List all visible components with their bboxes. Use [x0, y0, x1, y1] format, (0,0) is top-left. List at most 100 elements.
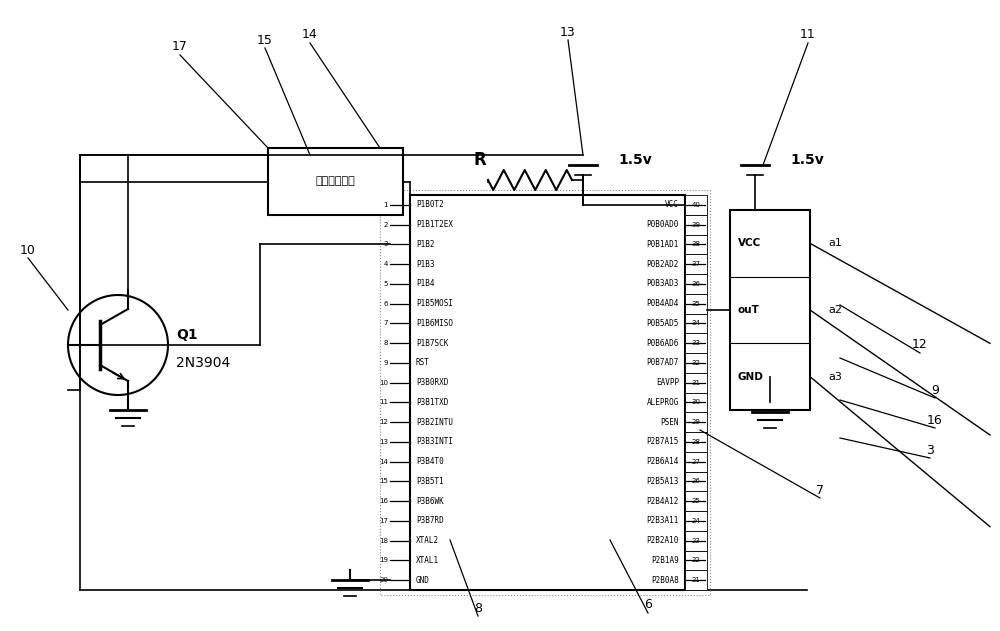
- Bar: [685, 531, 707, 550]
- Text: ouT: ouT: [738, 305, 760, 315]
- Bar: [685, 412, 707, 432]
- Bar: [268, 148, 403, 215]
- Text: 15: 15: [379, 478, 388, 485]
- Text: 1.5v: 1.5v: [790, 153, 824, 167]
- Text: P1B4: P1B4: [416, 280, 434, 288]
- Text: 20: 20: [379, 577, 388, 583]
- Text: P1B6MISO: P1B6MISO: [416, 319, 453, 328]
- Bar: [685, 492, 707, 511]
- Bar: [685, 215, 707, 235]
- Text: P1B2: P1B2: [416, 240, 434, 249]
- Text: Q1: Q1: [176, 328, 198, 342]
- Text: 11: 11: [379, 399, 388, 405]
- Text: PSEN: PSEN: [660, 418, 679, 427]
- Text: P2B7A15: P2B7A15: [647, 437, 679, 446]
- Text: P0B7AD7: P0B7AD7: [647, 358, 679, 367]
- Text: 12: 12: [912, 338, 928, 351]
- Bar: [410, 195, 685, 590]
- Text: 鼠标原有电路: 鼠标原有电路: [316, 177, 355, 187]
- Text: 10: 10: [379, 380, 388, 386]
- Text: 24: 24: [692, 518, 700, 524]
- Text: R: R: [474, 151, 486, 169]
- Text: P3B6WK: P3B6WK: [416, 497, 444, 505]
- Text: 9: 9: [384, 360, 388, 366]
- Text: 30: 30: [692, 399, 700, 405]
- Bar: [685, 314, 707, 333]
- Text: P1B7SCK: P1B7SCK: [416, 339, 448, 348]
- Text: 17: 17: [379, 518, 388, 524]
- Text: 22: 22: [692, 557, 700, 563]
- Text: P3B2INTU: P3B2INTU: [416, 418, 453, 427]
- Text: 6: 6: [384, 300, 388, 307]
- Text: 3: 3: [926, 444, 934, 456]
- Text: 25: 25: [692, 498, 700, 504]
- Text: P0B5AD5: P0B5AD5: [647, 319, 679, 328]
- Text: a3: a3: [828, 372, 842, 382]
- Text: 8: 8: [384, 340, 388, 346]
- Text: 33: 33: [692, 340, 700, 346]
- Text: 14: 14: [302, 28, 318, 42]
- Bar: [685, 570, 707, 590]
- Text: P0B0AD0: P0B0AD0: [647, 220, 679, 229]
- Text: P2B1A9: P2B1A9: [651, 556, 679, 565]
- Text: a1: a1: [828, 239, 842, 249]
- Bar: [685, 550, 707, 570]
- Bar: [685, 235, 707, 254]
- Text: P2B6A14: P2B6A14: [647, 457, 679, 466]
- Text: 8: 8: [474, 601, 482, 615]
- Bar: [685, 195, 707, 215]
- Text: 23: 23: [692, 538, 700, 544]
- Text: ALEPROG: ALEPROG: [647, 398, 679, 407]
- Text: XTAL2: XTAL2: [416, 536, 439, 545]
- Text: 29: 29: [692, 419, 700, 425]
- Text: 5: 5: [384, 281, 388, 287]
- Bar: [685, 353, 707, 373]
- Text: P3B1TXD: P3B1TXD: [416, 398, 448, 407]
- Text: P1B3: P1B3: [416, 259, 434, 269]
- Text: 40: 40: [692, 202, 700, 208]
- Text: 27: 27: [692, 459, 700, 464]
- Text: P3B0RXD: P3B0RXD: [416, 378, 448, 387]
- Text: P2B5A13: P2B5A13: [647, 477, 679, 486]
- Text: 39: 39: [692, 221, 700, 228]
- Text: 31: 31: [692, 380, 700, 386]
- Text: VCC: VCC: [738, 239, 761, 249]
- Bar: [685, 294, 707, 314]
- Text: P0B3AD3: P0B3AD3: [647, 280, 679, 288]
- Text: 4: 4: [384, 261, 388, 267]
- Text: 35: 35: [692, 300, 700, 307]
- Text: 2: 2: [384, 221, 388, 228]
- Text: 3: 3: [384, 242, 388, 247]
- Bar: [685, 274, 707, 294]
- Bar: [685, 373, 707, 392]
- Text: 19: 19: [379, 557, 388, 563]
- Text: P2B4A12: P2B4A12: [647, 497, 679, 505]
- Text: P2B0A8: P2B0A8: [651, 575, 679, 585]
- Text: 15: 15: [257, 33, 273, 47]
- Text: EAVPP: EAVPP: [656, 378, 679, 387]
- Text: P3B3INTI: P3B3INTI: [416, 437, 453, 446]
- Text: 7: 7: [816, 483, 824, 497]
- Text: P3B5T1: P3B5T1: [416, 477, 444, 486]
- Text: 38: 38: [692, 242, 700, 247]
- Text: P0B2AD2: P0B2AD2: [647, 259, 679, 269]
- Text: 1.5v: 1.5v: [618, 153, 652, 167]
- Text: P0B1AD1: P0B1AD1: [647, 240, 679, 249]
- Bar: [685, 511, 707, 531]
- Text: VCC: VCC: [665, 201, 679, 209]
- Text: P3B4T0: P3B4T0: [416, 457, 444, 466]
- Text: 12: 12: [379, 419, 388, 425]
- Text: P2B3A11: P2B3A11: [647, 516, 679, 526]
- Text: P0B6AD6: P0B6AD6: [647, 339, 679, 348]
- Text: 11: 11: [800, 28, 816, 42]
- Bar: [685, 254, 707, 274]
- Text: 13: 13: [379, 439, 388, 445]
- Bar: [685, 471, 707, 492]
- Bar: [685, 432, 707, 452]
- Bar: [685, 452, 707, 471]
- Bar: [685, 333, 707, 353]
- Text: 21: 21: [692, 577, 700, 583]
- Text: 16: 16: [927, 413, 943, 427]
- Text: GND: GND: [416, 575, 430, 585]
- Text: P1B0T2: P1B0T2: [416, 201, 444, 209]
